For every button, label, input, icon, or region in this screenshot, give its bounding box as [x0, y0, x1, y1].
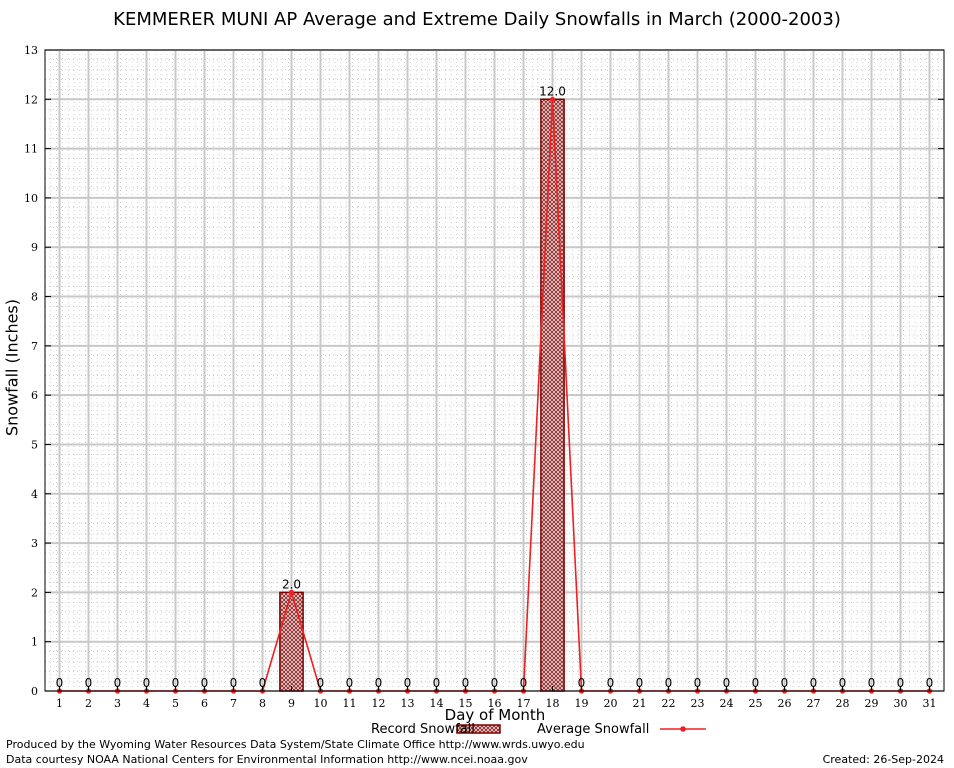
data-label: 0 — [926, 676, 934, 690]
grid — [44, 49, 945, 692]
footer-created: Created: 26-Sep-2024 — [822, 753, 944, 766]
data-label: 2.0 — [282, 577, 301, 591]
x-tick-label: 5 — [172, 697, 179, 710]
y-tick-label: 6 — [31, 389, 38, 402]
y-tick-label: 11 — [24, 143, 38, 156]
y-tick-label: 4 — [31, 488, 38, 501]
x-tick-label: 17 — [517, 697, 531, 710]
x-tick-label: 23 — [691, 697, 705, 710]
x-tick-label: 9 — [288, 697, 295, 710]
x-tick-label: 29 — [865, 697, 879, 710]
y-tick-label: 2 — [31, 586, 38, 599]
x-tick-label: 4 — [143, 697, 150, 710]
chart-title: KEMMERER MUNI AP Average and Extreme Dai… — [113, 9, 841, 30]
y-tick-label: 7 — [31, 340, 38, 353]
legend-average-label: Average Snowfall — [537, 722, 650, 737]
data-label: 0 — [839, 676, 847, 690]
y-tick-label: 8 — [31, 291, 38, 304]
y-tick-label: 3 — [31, 537, 38, 550]
x-tick-label: 8 — [259, 697, 266, 710]
footer-produced-by: Produced by the Wyoming Water Resources … — [6, 738, 585, 751]
footer-data-courtesy: Data courtesy NOAA National Centers for … — [6, 753, 528, 766]
y-tick-label: 0 — [31, 685, 38, 698]
x-tick-label: 18 — [546, 697, 560, 710]
data-label: 0 — [723, 676, 731, 690]
data-label: 0 — [85, 676, 93, 690]
x-tick-label: 1 — [56, 697, 63, 710]
x-tick-label: 12 — [372, 697, 386, 710]
data-label: 0 — [259, 676, 267, 690]
data-label: 12.0 — [539, 84, 566, 98]
legend-average-marker — [680, 726, 686, 732]
x-tick-label: 21 — [633, 697, 647, 710]
x-tick-label: 24 — [720, 697, 734, 710]
x-tick-label: 16 — [488, 697, 502, 710]
x-tick-label: 3 — [114, 697, 121, 710]
data-label: 0 — [520, 676, 528, 690]
x-tick-label: 7 — [230, 697, 237, 710]
y-tick-label: 5 — [31, 438, 38, 451]
x-tick-label: 13 — [401, 697, 415, 710]
x-tick-label: 6 — [201, 697, 208, 710]
x-tick-label: 15 — [459, 697, 473, 710]
legend — [456, 724, 706, 734]
legend-record-swatch — [456, 724, 501, 734]
x-axis-label: Day of Month — [444, 706, 546, 724]
data-label: 0 — [346, 676, 354, 690]
x-tick-label: 22 — [662, 697, 676, 710]
y-tick-label: 9 — [31, 241, 38, 254]
x-tick-label: 25 — [749, 697, 763, 710]
x-tick-label: 31 — [923, 697, 937, 710]
x-tick-label: 26 — [778, 697, 792, 710]
data-label: 0 — [375, 676, 383, 690]
data-label: 0 — [491, 676, 499, 690]
data-label: 0 — [172, 676, 180, 690]
data-label: 0 — [578, 676, 586, 690]
data-label: 0 — [317, 676, 325, 690]
data-label: 0 — [752, 676, 760, 690]
x-tick-label: 19 — [575, 697, 589, 710]
average-point — [288, 589, 295, 595]
data-label: 0 — [781, 676, 789, 690]
x-tick-label: 2 — [85, 697, 92, 710]
data-label: 0 — [636, 676, 644, 690]
record-bar — [279, 591, 304, 692]
data-label: 0 — [201, 676, 209, 690]
data-label: 0 — [230, 676, 238, 690]
data-label: 0 — [665, 676, 673, 690]
y-tick-label: 10 — [24, 192, 38, 205]
data-label: 0 — [897, 676, 905, 690]
data-label: 0 — [868, 676, 876, 690]
legend-record-label: Record Snowfall — [371, 722, 475, 737]
x-tick-label: 27 — [807, 697, 821, 710]
y-tick-label: 13 — [24, 44, 38, 57]
y-tick-label: 12 — [24, 93, 38, 106]
data-labels: 0 0 0 0 0 0 0 0 2.0 0 0 0 0 0 0 0 0 12.0 0 0 0 0 0 0 0 0 0 0 0 0 0 — [56, 84, 934, 690]
y-tick-label: 1 — [31, 636, 38, 649]
data-label: 0 — [607, 676, 615, 690]
x-tick-label: 14 — [430, 697, 444, 710]
data-label: 0 — [694, 676, 702, 690]
x-tick-label: 11 — [343, 697, 357, 710]
data-label: 0 — [114, 676, 122, 690]
x-tick-label: 20 — [604, 697, 618, 710]
average-point — [549, 96, 556, 102]
data-label: 0 — [462, 676, 470, 690]
data-label: 0 — [404, 676, 412, 690]
x-tick-label: 10 — [314, 697, 328, 710]
x-tick-label: 30 — [894, 697, 908, 710]
x-tick-label: 28 — [836, 697, 850, 710]
data-label: 0 — [56, 676, 64, 690]
record-bar — [540, 98, 565, 692]
data-label: 0 — [433, 676, 441, 690]
data-label: 0 — [810, 676, 818, 690]
y-axis-label: Snowfall (Inches) — [2, 298, 22, 437]
data-label: 0 — [143, 676, 151, 690]
